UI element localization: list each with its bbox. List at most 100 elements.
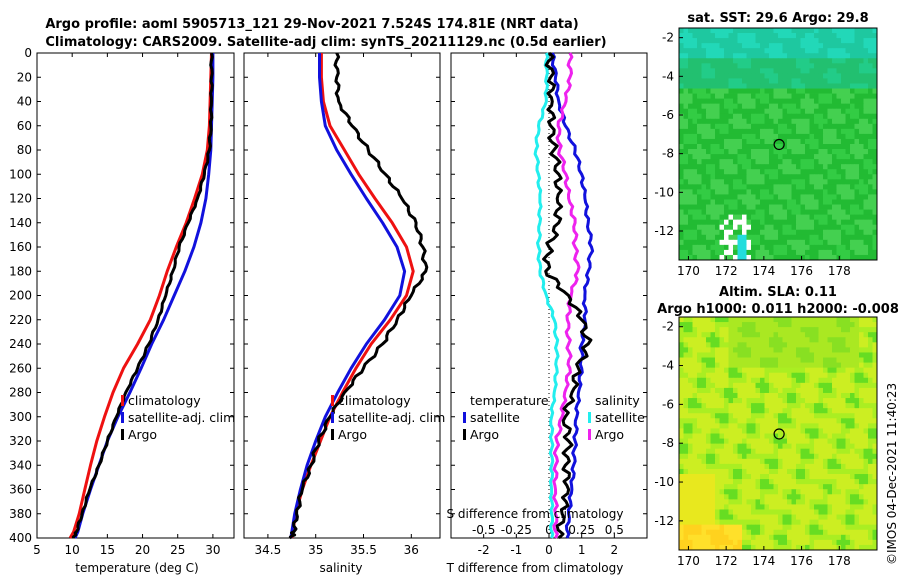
- heatmap-cell: [764, 362, 770, 369]
- heatmap-cell: [805, 189, 810, 195]
- heatmap-cell: [692, 133, 698, 140]
- heatmap-cell: [715, 519, 720, 526]
- heatmap-cell: [845, 234, 851, 241]
- heatmap-cell: [742, 438, 747, 445]
- heatmap-cell: [755, 144, 761, 150]
- heatmap-cell: [760, 428, 765, 434]
- heatmap-cell: [769, 189, 774, 195]
- heatmap-cell: [863, 209, 869, 216]
- heatmap-cell: [814, 33, 819, 39]
- heatmap-cell: [787, 499, 792, 505]
- heatmap-cell: [863, 149, 869, 155]
- heatmap-cell: [719, 342, 725, 348]
- heatmap-cell: [832, 254, 837, 261]
- heatmap-cell: [805, 133, 810, 140]
- heatmap-cell: [832, 189, 837, 195]
- heatmap-cell: [787, 504, 792, 510]
- heatmap-cell: [782, 224, 788, 231]
- heatmap-cell: [809, 519, 815, 526]
- heatmap-cell: [809, 357, 815, 363]
- heatmap-cell: [751, 499, 756, 505]
- heatmap-cell: [728, 322, 734, 328]
- heatmap-cell: [751, 529, 756, 536]
- heatmap-cell: [778, 347, 783, 353]
- heatmap-cell: [733, 509, 738, 515]
- heatmap-cell: [769, 433, 774, 439]
- heatmap-cell: [863, 98, 869, 105]
- heatmap-cell: [697, 73, 702, 79]
- heatmap-cell: [679, 387, 684, 394]
- heatmap-cell: [746, 529, 752, 536]
- heatmap-cell: [863, 392, 869, 399]
- heatmap-cell: [796, 479, 801, 485]
- heatmap-cell: [859, 63, 864, 69]
- heatmap-cell: [859, 68, 864, 74]
- heatmap-cell: [832, 387, 837, 394]
- heatmap-cell: [746, 249, 752, 256]
- heatmap-cell: [863, 249, 869, 256]
- heatmap-cell: [805, 194, 810, 200]
- heatmap-cell: [818, 128, 824, 135]
- heatmap-cell: [850, 392, 855, 399]
- heatmap-cell: [769, 249, 774, 256]
- heatmap-cell: [782, 184, 788, 190]
- heatmap-cell: [796, 423, 801, 429]
- heatmap-cell: [688, 494, 693, 500]
- heatmap-cell: [706, 514, 711, 521]
- heatmap-cell: [728, 138, 734, 145]
- heatmap-cell: [746, 149, 752, 155]
- heatmap-cell: [827, 234, 833, 241]
- heatmap-cell: [764, 443, 770, 450]
- heatmap-cell: [751, 489, 756, 495]
- heatmap-cell: [706, 413, 711, 419]
- heatmap-cell: [827, 249, 833, 256]
- heatmap-cell: [818, 337, 824, 343]
- heatmap-cell: [742, 529, 747, 536]
- heatmap-cell: [863, 367, 869, 374]
- heatmap-cell: [710, 88, 716, 94]
- heatmap-cell: [764, 377, 770, 384]
- heatmap-cell: [737, 322, 743, 328]
- heatmap-cell: [755, 499, 761, 505]
- heatmap-cell: [782, 98, 788, 105]
- heatmap-cell: [850, 357, 855, 363]
- heatmap-cell: [724, 423, 729, 429]
- heatmap-cell: [701, 317, 707, 323]
- heatmap-cell: [728, 159, 734, 165]
- heatmap-cell: [796, 254, 801, 261]
- heatmap-cell: [710, 164, 716, 170]
- heatmap-cell: [827, 118, 833, 125]
- heatmap-cell: [782, 194, 788, 200]
- heatmap-cell: [836, 184, 842, 190]
- x-tick-label: 36: [404, 543, 419, 557]
- heatmap-cell: [683, 249, 689, 256]
- heatmap-cell: [872, 438, 878, 445]
- heatmap-cell: [827, 484, 833, 490]
- heatmap-cell: [841, 377, 846, 384]
- heatmap-cell: [710, 463, 716, 470]
- heatmap-cell: [859, 539, 864, 546]
- heatmap-cell: [827, 489, 833, 495]
- heatmap-cell: [863, 479, 869, 485]
- heatmap-cell: [688, 78, 693, 84]
- heatmap-cell: [751, 133, 756, 140]
- heatmap-cell: [755, 403, 761, 409]
- heatmap-cell: [832, 159, 837, 165]
- heatmap-cell: [760, 352, 765, 358]
- heatmap-cell: [746, 88, 752, 94]
- heatmap-cell: [688, 413, 693, 419]
- heatmap-cell: [827, 88, 833, 94]
- heatmap-cell: [692, 484, 698, 490]
- heatmap-cell: [872, 372, 878, 379]
- heatmap-cell: [733, 98, 738, 105]
- heatmap-cell: [683, 108, 689, 115]
- heatmap-cell: [791, 73, 797, 79]
- heatmap-cell: [872, 367, 878, 374]
- heatmap-cell: [845, 118, 851, 125]
- heatmap-cell: [854, 179, 860, 185]
- heatmap-cell: [800, 499, 806, 505]
- heatmap-cell: [863, 539, 869, 546]
- heatmap-cell: [859, 78, 864, 84]
- heatmap-cell: [787, 448, 792, 455]
- heatmap-cell: [737, 194, 743, 200]
